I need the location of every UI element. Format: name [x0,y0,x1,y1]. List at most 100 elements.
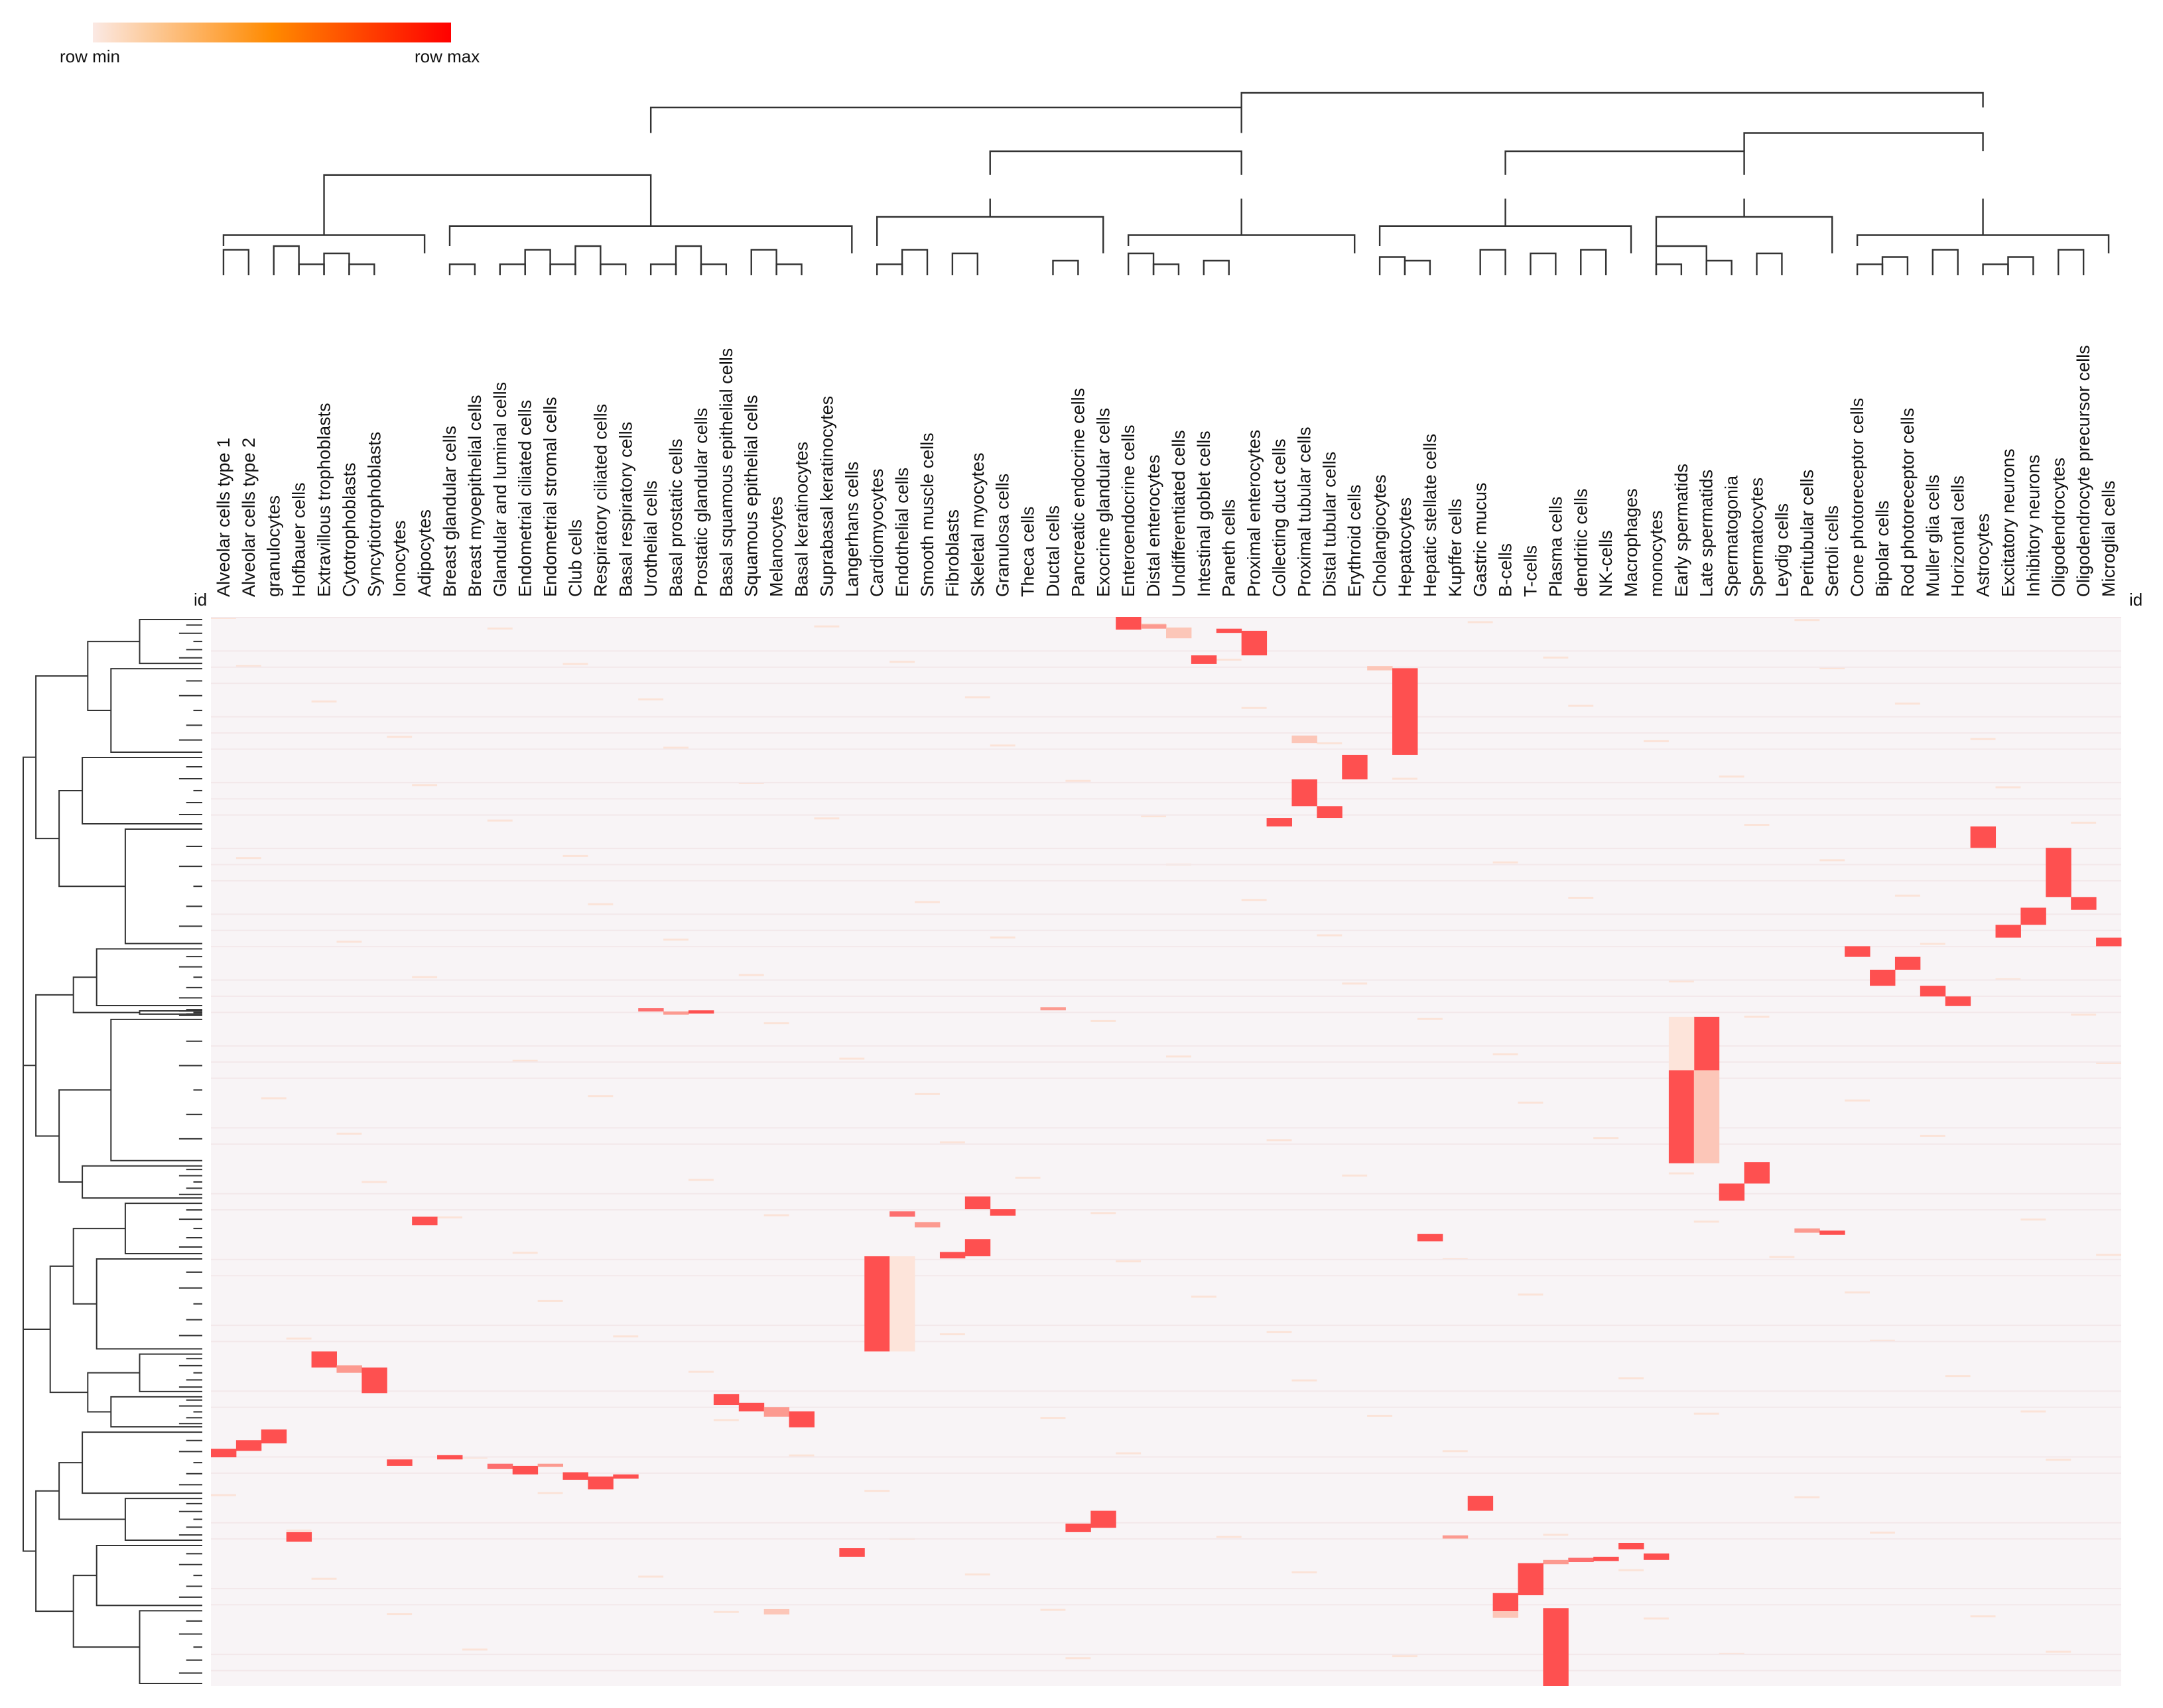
heatmap-cell [1693,1070,1720,1163]
heatmap-texture-row [211,946,2121,948]
column-label: Endometrial stromal cells [541,397,560,597]
column-label: Extravillous trophoblasts [314,403,334,597]
heatmap-texture-row [211,1012,2121,1014]
dendrogram-link [649,106,1242,133]
row-dendrogram-link [139,619,202,665]
heatmap-texture-row [211,732,2121,734]
heatmap-texture-row [211,929,2121,931]
heatmap-cell [235,1440,262,1451]
heatmap-cell [663,1011,689,1015]
heatmap-cell [1492,1593,1519,1612]
column-label: granulocytes [264,495,284,597]
column-label: Breast myoepithelial cells [465,395,485,597]
dendrogram-link [1479,249,1506,275]
column-dendrogram [222,92,2110,275]
heatmap-texture-cell [1116,1260,1142,1263]
heatmap-background [211,617,2121,1686]
heatmap-texture-cell [1367,1414,1393,1417]
heatmap-texture-cell [1744,824,1770,826]
column-label: Suprabasal keratinocytes [817,396,836,597]
heatmap-texture-cell [1543,656,1569,659]
heatmap-texture-cell [1241,899,1267,901]
heatmap-texture-cell [336,1132,362,1135]
heatmap-cell [763,1609,790,1614]
column-label: Basal keratinocytes [792,442,812,597]
heatmap-cell [613,1474,639,1479]
heatmap-texture-row [211,1604,2121,1606]
dendrogram-link [649,263,677,275]
heatmap-cell [537,1463,564,1467]
dendrogram-link [2007,256,2034,275]
column-label: Glandular and luminal cells [490,382,510,597]
column-label: Spermatocytes [1747,478,1767,597]
heatmap-texture-cell [2096,1061,2121,1064]
heatmap-cell [713,1394,740,1406]
heatmap-texture-row [211,716,2121,718]
heatmap-cell [964,1239,991,1256]
heatmap-texture-row [211,1045,2121,1047]
column-label: Pancreatic endocrine cells [1068,388,1088,597]
row-dendrogram-link [96,1544,202,1607]
heatmap-texture-row [211,913,2121,915]
column-label: Syncytiotrophoblasts [364,432,384,597]
heatmap-texture-cell [939,1333,965,1336]
heatmap-body [211,617,2122,1686]
dendrogram-link [549,263,576,275]
heatmap-texture-cell [1392,1655,1417,1658]
heatmap-cell [1090,1510,1116,1528]
heatmap-cell [588,1477,614,1490]
heatmap-cell [1870,969,1896,986]
dendrogram-link [1052,259,1079,275]
id-label-left: id [194,590,207,610]
heatmap-cell [1417,1234,1443,1242]
column-label: Exocrine glandular cells [1093,408,1113,597]
column-label: Cardiomyocytes [867,468,887,597]
heatmap-texture-cell [1845,1291,1870,1293]
heatmap-texture-cell [1241,706,1267,709]
heatmap-cell [361,1367,387,1394]
column-label: Breast glandular cells [440,426,460,597]
heatmap-cell [1291,735,1317,744]
row-dendrogram-link [87,1372,140,1413]
column-label: B-cells [1496,543,1516,597]
heatmap-texture-cell [1693,1220,1719,1223]
heatmap-texture-row [211,1670,2121,1672]
heatmap-texture-row [211,1456,2121,1458]
column-label: Melanocytes [767,496,787,597]
column-label: Macrophages [1621,488,1641,597]
heatmap-texture-cell [713,1610,739,1613]
heatmap-cell [939,1252,966,1259]
heatmap-texture-cell [1618,1377,1644,1380]
heatmap-texture-cell [1492,1053,1518,1056]
heatmap-texture-cell [1668,1172,1694,1175]
heatmap-texture-row [211,814,2121,816]
dendrogram-link [1655,216,1833,253]
dendrogram-link [1530,252,1557,275]
legend-min-label: row min [60,46,120,66]
column-label: Proximal enterocytes [1244,430,1264,597]
heatmap-cell [1618,1542,1644,1549]
id-label-right: id [2129,590,2142,610]
column-label: Collecting duct cells [1270,438,1289,597]
heatmap-cell [1970,826,1997,848]
column-label: Undifferentiated cells [1169,430,1189,597]
heatmap-cell [763,1407,790,1417]
row-dendrogram-link [87,641,140,712]
color-legend: row min row max [60,23,480,66]
heatmap-texture-cell [1342,982,1368,985]
column-label: Smooth muscle cells [917,432,937,597]
column-label: Endometrial ciliated cells [515,400,535,597]
row-dendrogram-link [35,994,74,1137]
heatmap-texture-row [211,1325,2121,1327]
heatmap-cell [738,1402,765,1412]
heatmap-texture-cell [1894,702,1920,705]
heatmap-texture-cell [2096,1254,2121,1256]
heatmap-texture-cell [1291,1379,1317,1382]
column-label: Excitatory neurons [1998,448,2018,597]
heatmap-cell [889,1256,915,1352]
column-label: Late spermatids [1697,470,1717,597]
heatmap-texture-cell [763,1214,789,1216]
column-label: Muller glia cells [1923,474,1943,597]
heatmap-texture-row [211,1275,2121,1277]
heatmap-texture-cell [387,1613,413,1616]
